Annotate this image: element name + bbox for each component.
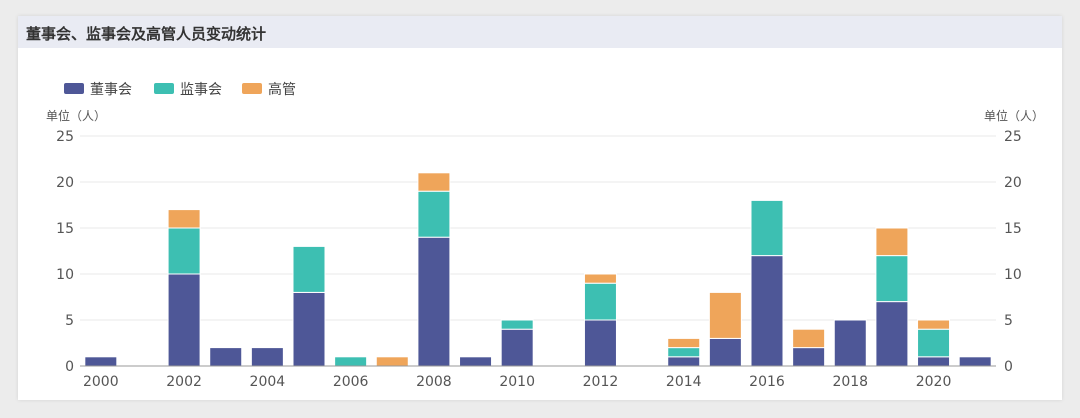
x-tick-label: 2002 — [166, 374, 202, 390]
bar-segment — [583, 319, 617, 367]
y-tick-label-right: 20 — [1004, 175, 1022, 191]
bar-segment — [667, 356, 701, 367]
y-tick-label-left: 10 — [56, 267, 74, 283]
bar-segment — [167, 273, 201, 367]
x-tick-label: 2004 — [250, 374, 286, 390]
bar-segment — [667, 337, 701, 349]
bar-segment — [833, 319, 867, 367]
bar-segment — [167, 209, 201, 229]
bar-segment — [417, 190, 451, 238]
bar-segment — [958, 356, 992, 367]
x-tick-label: 2000 — [83, 374, 119, 390]
y-tick-label-right: 10 — [1004, 267, 1022, 283]
x-tick-label: 2008 — [416, 374, 452, 390]
bar-segment — [292, 291, 326, 367]
y-tick-label-right: 25 — [1004, 129, 1022, 145]
y-tick-label-left: 0 — [65, 359, 74, 375]
bar-segment — [917, 328, 951, 358]
legend-label: 高管 — [268, 81, 296, 98]
x-tick-label: 2014 — [666, 374, 702, 390]
bar-segment — [708, 337, 742, 367]
x-tick-label: 2018 — [832, 374, 868, 390]
legend-swatch — [154, 83, 174, 94]
bar-segment — [792, 328, 826, 349]
legend-label: 监事会 — [180, 82, 222, 98]
bar-segment — [875, 301, 909, 367]
title-bar: 董事会、监事会及高管人员变动统计 — [18, 16, 1062, 48]
bar-segment — [417, 236, 451, 367]
y-tick-label-left: 25 — [56, 129, 74, 145]
bar-segment — [417, 172, 451, 192]
x-tick-label: 2020 — [916, 374, 952, 390]
bar-segment — [917, 356, 951, 367]
y-tick-label-right: 0 — [1004, 359, 1013, 375]
bar-segment — [750, 255, 784, 367]
bar-segment — [750, 199, 784, 257]
y-unit-label-right: 单位（人） — [984, 108, 1044, 123]
y-tick-label-left: 5 — [65, 313, 74, 329]
x-tick-label: 2016 — [749, 374, 785, 390]
legend-swatch — [64, 83, 84, 94]
x-tick-label: 2012 — [583, 374, 619, 390]
bar-segment — [792, 347, 826, 367]
legend-label: 董事会 — [90, 82, 132, 98]
bar-segment — [334, 356, 368, 367]
bar-segment — [84, 356, 118, 367]
bar-segment — [917, 319, 951, 330]
y-tick-label-left: 15 — [56, 221, 74, 237]
chart-title: 董事会、监事会及高管人员变动统计 — [26, 25, 267, 43]
x-tick-label: 2006 — [333, 374, 369, 390]
bar-segment — [667, 347, 701, 358]
bar-segment — [250, 347, 284, 367]
bar-segment — [167, 227, 201, 275]
bar-segment — [292, 245, 326, 293]
y-tick-label-right: 5 — [1004, 313, 1013, 329]
bar-segment — [875, 227, 909, 257]
bar-segment — [875, 255, 909, 303]
bar-segment — [583, 282, 617, 321]
bar-segment — [500, 328, 534, 367]
bar-segment — [500, 319, 534, 330]
legend-swatch — [242, 83, 262, 94]
x-tick-label: 2010 — [499, 374, 535, 390]
bar-segment — [375, 356, 409, 367]
y-unit-label-left: 单位（人） — [46, 108, 106, 123]
bar-segment — [459, 356, 493, 367]
y-tick-label-right: 15 — [1004, 221, 1022, 237]
y-tick-label-left: 20 — [56, 175, 74, 191]
bar-segment — [209, 347, 243, 367]
bar-segment — [708, 291, 742, 339]
chart-card: 董事会、监事会及高管人员变动统计 0 0 5 5 10 10 15 15 20 20 25 25 单位（… — [18, 16, 1062, 400]
bar-segment — [583, 273, 617, 284]
